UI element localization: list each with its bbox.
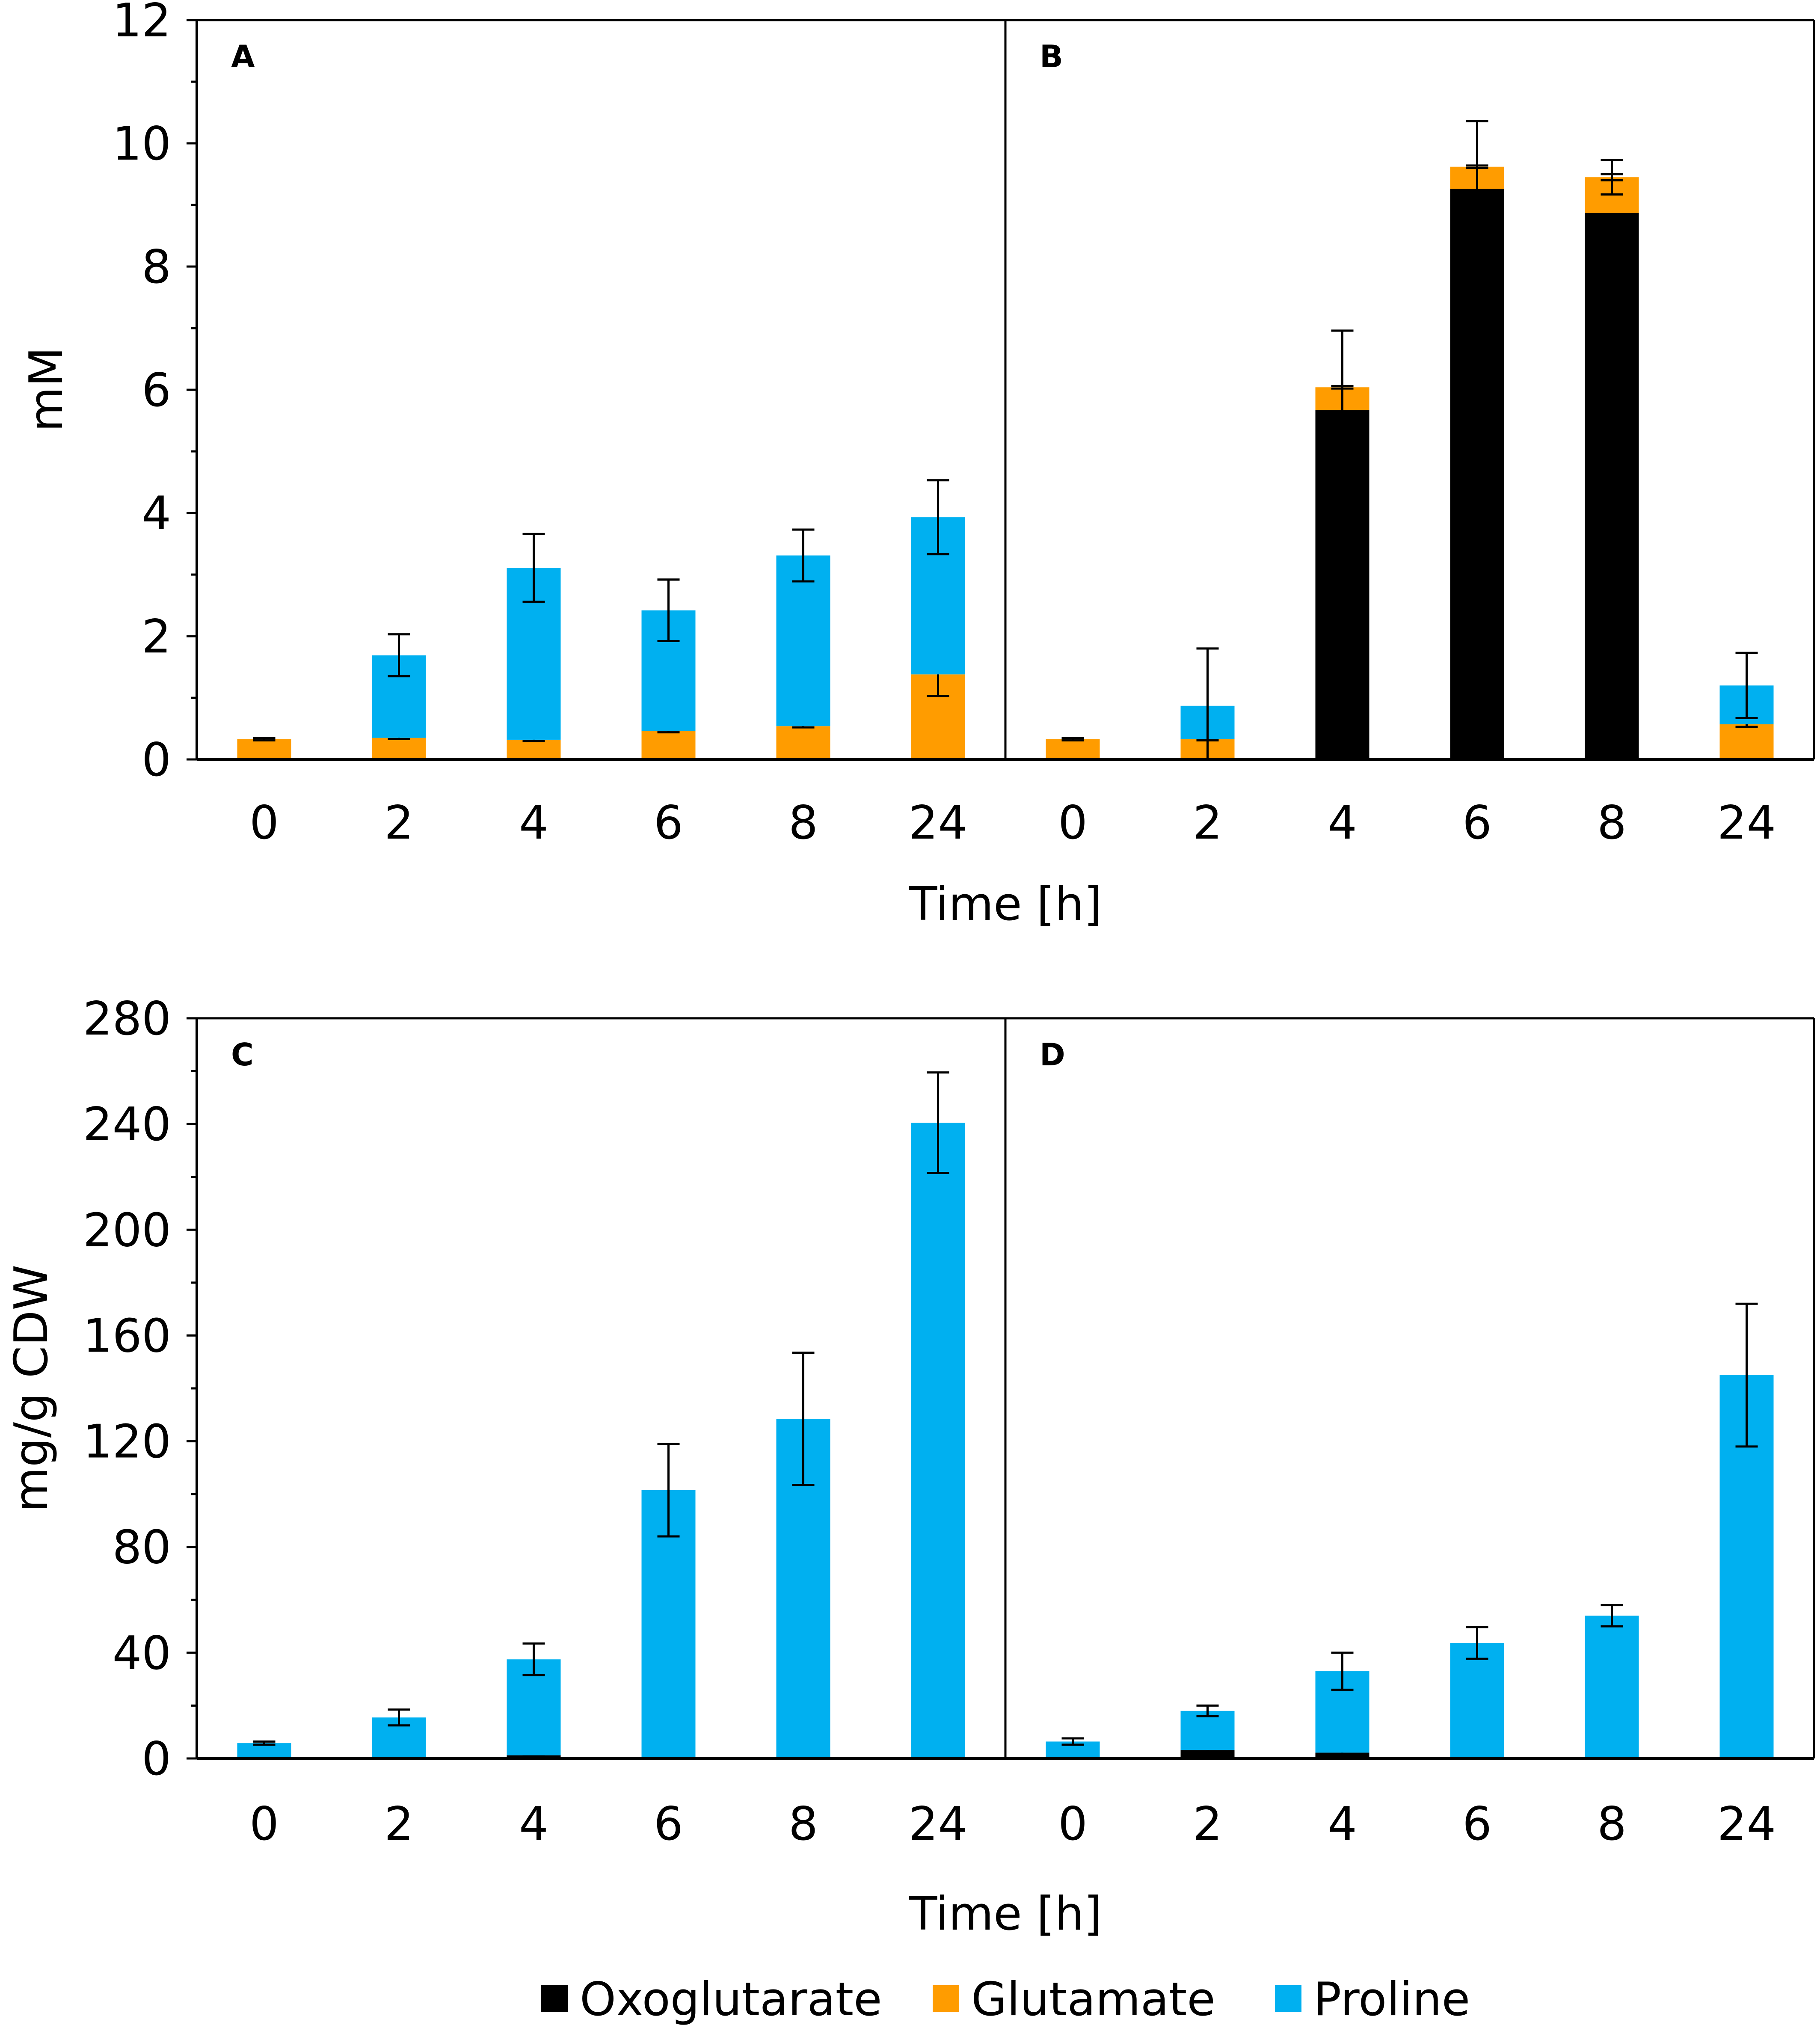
x-tick-label: 8 [788,796,818,850]
y-tick-label: 160 [83,1309,171,1363]
bar-segment-proline [776,555,830,726]
bar-segment-oxoglutarate [1315,1752,1369,1758]
legend: Oxoglutarate Glutamate Proline [541,1973,1470,2026]
y-tick-label: 4 [142,487,171,540]
bar-segment-oxoglutarate [1315,410,1369,759]
x-tick-label: 0 [1058,796,1088,850]
y-tick-label: 10 [113,117,171,171]
y-tick-label: 2 [142,610,171,664]
y-tick-label: 240 [83,1098,171,1151]
bar-segment-glutamate [237,739,291,759]
x-tick-label: 24 [1717,796,1776,850]
bar-segment-oxoglutarate [1585,213,1639,760]
y-tick-label: 6 [142,364,171,417]
bar-segment-proline [1450,1643,1504,1758]
x-tick-label: 8 [788,1797,818,1851]
x-tick-label: 4 [1328,796,1357,850]
x-tick-label: 6 [1462,796,1492,850]
y-tick-label: 12 [113,0,171,47]
bar-segment-glutamate [372,738,426,759]
panel-letter: B [1040,39,1063,74]
panel-letter: D [1040,1037,1065,1073]
bar-segment-oxoglutarate [1450,189,1504,759]
y-tick-label: 200 [83,1204,171,1257]
x-tick-label: 6 [654,1797,683,1851]
bar-segment-oxoglutarate [1180,1750,1235,1758]
y-tick-label: 80 [113,1521,171,1574]
x-tick-label: 0 [1058,1797,1088,1851]
x-axis-title: Time [h] [908,878,1102,931]
x-tick-label: 24 [909,1797,967,1851]
legend-label-proline: Proline [1313,1973,1470,2026]
x-tick-label: 24 [909,796,967,850]
bar-segment-glutamate [1719,724,1774,759]
x-tick-label: 8 [1597,1797,1627,1851]
x-tick-label: 6 [1462,1797,1492,1851]
bar-segment-glutamate [1046,739,1100,759]
legend-swatch-glutamate [933,1985,959,2012]
x-tick-label: 4 [519,1797,548,1851]
bar-segment-glutamate [641,731,696,759]
x-tick-label: 2 [1193,796,1222,850]
legend-swatch-oxoglutarate [541,1985,568,2012]
y-tick-label: 8 [142,240,171,294]
bar-segment-proline [911,1123,965,1758]
x-tick-label: 0 [249,796,279,850]
legend-label-glutamate: Glutamate [971,1973,1215,2026]
x-tick-label: 2 [384,1797,414,1851]
y-axis-title: mM [20,347,73,432]
y-tick-label: 40 [113,1627,171,1680]
x-tick-label: 4 [519,796,548,850]
x-tick-label: 2 [384,796,414,850]
x-tick-label: 2 [1193,1797,1222,1851]
panel-letter: A [231,39,255,74]
y-tick-label: 280 [83,992,171,1046]
x-tick-label: 24 [1717,1797,1776,1851]
x-tick-label: 0 [249,1797,279,1851]
bar-segment-proline [1180,1711,1235,1750]
legend-label-oxoglutarate: Oxoglutarate [580,1973,882,2026]
y-tick-label: 0 [142,733,171,787]
bar-segment-glutamate [507,739,561,759]
y-tick-label: 0 [142,1732,171,1786]
legend-swatch-proline [1275,1985,1301,2012]
y-axis-title: mg/g CDW [5,1265,58,1512]
bar-segment-glutamate [776,726,830,759]
bar-segment-proline [1585,1616,1639,1758]
x-tick-label: 6 [654,796,683,850]
panel-letter: C [231,1037,254,1073]
x-tick-label: 4 [1328,1797,1357,1851]
x-tick-label: 8 [1597,796,1627,850]
x-axis-title: Time [h] [908,1887,1102,1941]
y-tick-label: 120 [83,1415,171,1469]
